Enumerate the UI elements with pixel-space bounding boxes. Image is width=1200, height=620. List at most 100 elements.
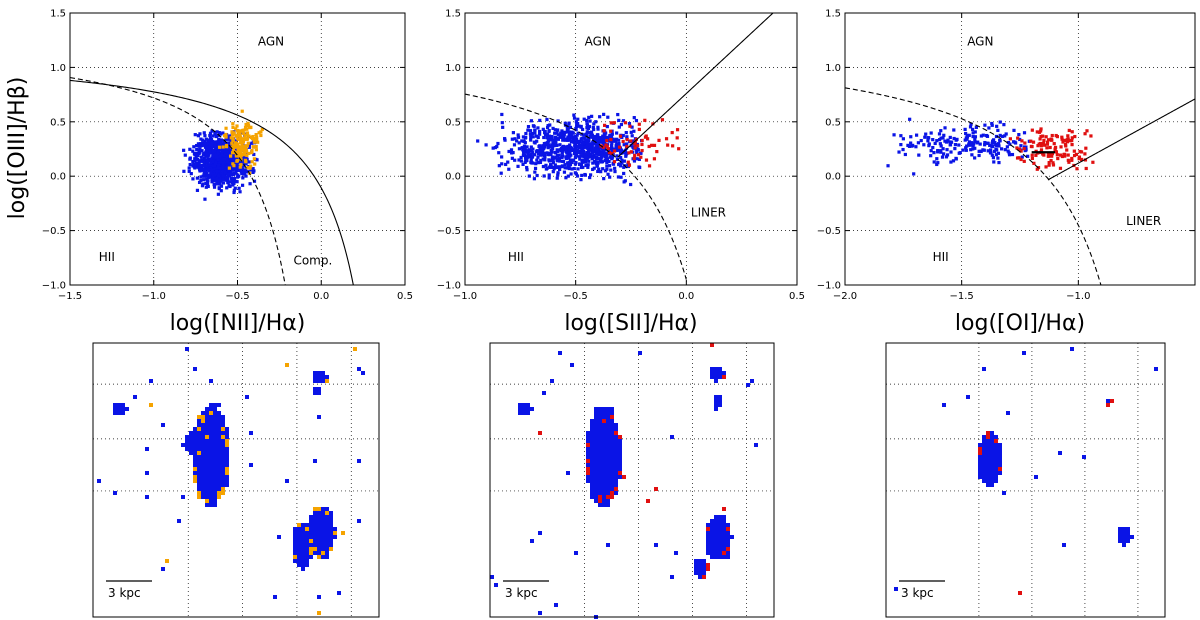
map-pixel <box>606 427 610 431</box>
data-point <box>224 137 228 141</box>
data-point <box>206 182 210 186</box>
map-pixel <box>213 443 217 447</box>
map-pixel <box>594 443 598 447</box>
map-pixel <box>718 535 722 539</box>
data-point <box>578 144 582 148</box>
map-pixel <box>193 467 197 471</box>
map-pixel <box>325 511 329 515</box>
data-point <box>255 137 259 142</box>
data-point <box>602 129 606 133</box>
data-point <box>1041 152 1045 156</box>
map-pixel <box>518 403 522 407</box>
map-pixel <box>293 555 297 559</box>
data-point <box>635 157 639 161</box>
data-point <box>1030 153 1034 157</box>
data-point <box>605 124 609 129</box>
data-point <box>549 164 553 168</box>
data-point <box>588 175 592 180</box>
data-point <box>517 141 521 145</box>
data-point <box>236 168 240 172</box>
bpt-nii-panel: −1.5 −1.0 −0.5 0.0 0.5−1.0−0.50.00.51.01.5AG… <box>42 9 413 337</box>
data-point <box>1014 141 1018 145</box>
map-pixel <box>213 447 217 451</box>
data-point <box>510 137 514 141</box>
data-point <box>936 148 940 153</box>
data-point <box>910 144 914 148</box>
data-point <box>577 140 581 144</box>
map-pixel <box>722 515 726 519</box>
map-pixel <box>321 531 325 535</box>
map-pixel <box>193 439 197 443</box>
data-point <box>551 143 556 148</box>
map-pixel <box>217 451 221 455</box>
data-point <box>200 149 204 153</box>
data-point <box>238 135 243 140</box>
data-point <box>587 145 592 149</box>
map-pixel <box>698 567 702 571</box>
data-point <box>507 149 511 154</box>
data-point <box>199 144 203 148</box>
data-point <box>217 137 221 142</box>
data-point <box>252 138 256 142</box>
data-point <box>1084 166 1088 171</box>
data-point <box>1005 145 1009 149</box>
data-point <box>244 148 248 152</box>
data-point <box>990 144 994 149</box>
data-point <box>193 153 197 157</box>
map-pixel <box>209 447 213 451</box>
data-point <box>568 151 572 155</box>
map-pixels <box>97 347 365 615</box>
data-point <box>979 149 983 153</box>
map-pixel <box>205 491 209 495</box>
data-point <box>600 138 604 143</box>
data-point <box>605 167 609 171</box>
data-point <box>926 136 930 140</box>
map-pixel <box>321 543 325 547</box>
map-pixel <box>313 523 317 527</box>
data-point <box>603 123 607 127</box>
map-pixel <box>986 431 990 435</box>
data-point <box>219 189 223 193</box>
data-point <box>990 121 994 126</box>
map-pixel <box>994 439 998 443</box>
map-pixel <box>213 499 217 503</box>
data-point <box>252 157 256 161</box>
data-point <box>987 126 991 130</box>
map-pixel <box>321 555 325 559</box>
data-point <box>981 148 985 152</box>
data-point <box>198 142 203 146</box>
data-point <box>989 151 993 155</box>
map-pixel <box>209 503 213 507</box>
map-pixel <box>217 431 221 435</box>
data-point <box>558 148 562 152</box>
map-pixel <box>610 459 614 463</box>
map-pixel <box>590 491 594 495</box>
data-point <box>545 117 549 122</box>
data-point <box>594 120 598 124</box>
map-pixel <box>606 471 610 475</box>
data-point <box>613 166 617 170</box>
y-tick-label: 1.0 <box>825 63 841 74</box>
map-pixel <box>301 531 305 535</box>
data-point <box>547 176 551 180</box>
data-point <box>189 172 193 176</box>
data-point <box>620 150 624 154</box>
data-point <box>213 145 217 149</box>
data-point <box>540 149 545 153</box>
data-point <box>1063 142 1068 147</box>
data-point <box>555 148 559 152</box>
map-pixel <box>602 439 606 443</box>
data-point <box>583 145 587 149</box>
map-pixel <box>606 411 610 415</box>
data-point <box>1050 133 1054 138</box>
data-point <box>523 160 527 165</box>
map-pixel <box>598 503 602 507</box>
data-point <box>546 124 550 128</box>
data-point <box>1003 148 1007 152</box>
data-point <box>194 155 198 159</box>
data-point <box>568 158 572 162</box>
data-point <box>640 148 644 153</box>
data-point <box>220 149 224 153</box>
data-point <box>581 152 585 156</box>
data-point <box>618 134 623 138</box>
